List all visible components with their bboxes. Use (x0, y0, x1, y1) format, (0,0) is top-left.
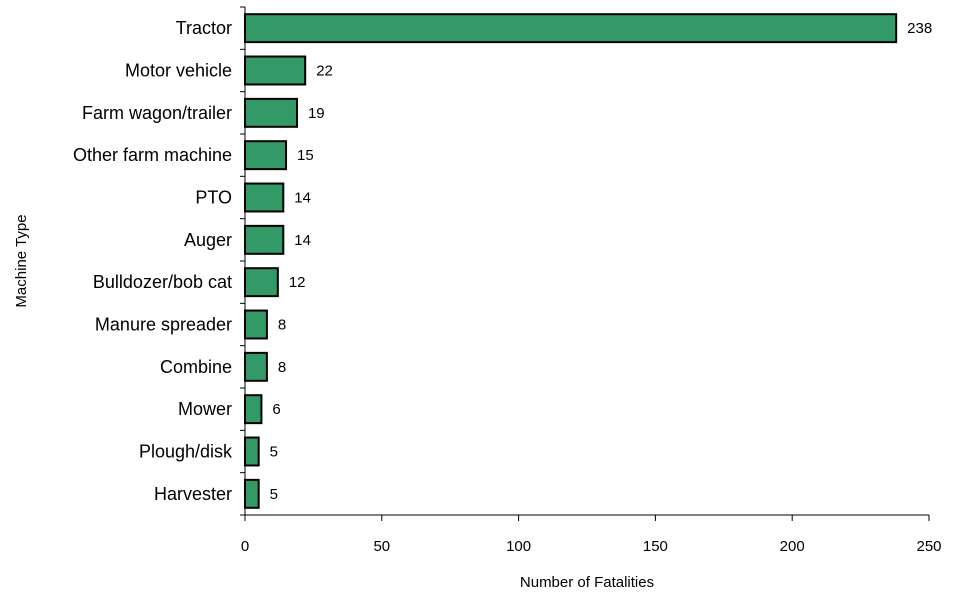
value-label: 14 (294, 190, 311, 207)
category-label: Harvester (154, 484, 232, 504)
bar (244, 478, 260, 509)
value-label: 22 (316, 63, 333, 80)
x-tick-label: 100 (506, 538, 531, 555)
category-labels: Tractor Motor vehicle Farm wagon/trailer Ot… (73, 18, 233, 504)
category-label: Farm wagon/trailer (82, 103, 232, 123)
category-label: Manure spreader (95, 315, 232, 335)
value-labels: 238 22 19 15 14 14 12 8 8 6 5 5 (270, 20, 933, 503)
value-label: 8 (278, 359, 286, 376)
bar (244, 394, 263, 425)
category-label: Mower (178, 399, 232, 419)
category-label: Motor vehicle (125, 61, 232, 81)
y-axis-title: Machine Type (13, 214, 30, 307)
bar (244, 182, 285, 213)
bar (244, 267, 279, 298)
value-label: 15 (297, 147, 314, 164)
axes-group: 0 50 100 150 200 250 (240, 6, 942, 555)
x-tick-label: 250 (916, 538, 941, 555)
value-label: 19 (308, 105, 325, 122)
bar (244, 140, 288, 171)
bar (244, 13, 898, 44)
category-label: Tractor (176, 18, 232, 38)
value-label: 5 (270, 444, 278, 461)
value-label: 5 (270, 486, 278, 503)
category-label: PTO (195, 188, 232, 208)
value-label: 14 (294, 232, 311, 249)
category-label: Bulldozer/bob cat (93, 272, 232, 292)
value-label: 12 (289, 274, 306, 291)
bar (244, 224, 285, 255)
bar (244, 55, 307, 86)
category-label: Combine (160, 357, 232, 377)
bars-group (244, 13, 898, 509)
value-label: 6 (272, 401, 280, 418)
bar (244, 351, 268, 382)
bar (244, 436, 260, 467)
x-tick-label: 50 (373, 538, 390, 555)
bar (244, 97, 298, 128)
x-axis-title: Number of Fatalities (520, 574, 654, 591)
category-label: Other farm machine (73, 145, 232, 165)
x-tick-label: 200 (780, 538, 805, 555)
x-tick-label: 0 (241, 538, 249, 555)
category-label: Auger (184, 230, 232, 250)
x-tick-label: 150 (643, 538, 668, 555)
bar (244, 309, 268, 340)
value-label: 238 (907, 20, 932, 37)
value-label: 8 (278, 317, 286, 334)
category-label: Plough/disk (139, 442, 233, 462)
